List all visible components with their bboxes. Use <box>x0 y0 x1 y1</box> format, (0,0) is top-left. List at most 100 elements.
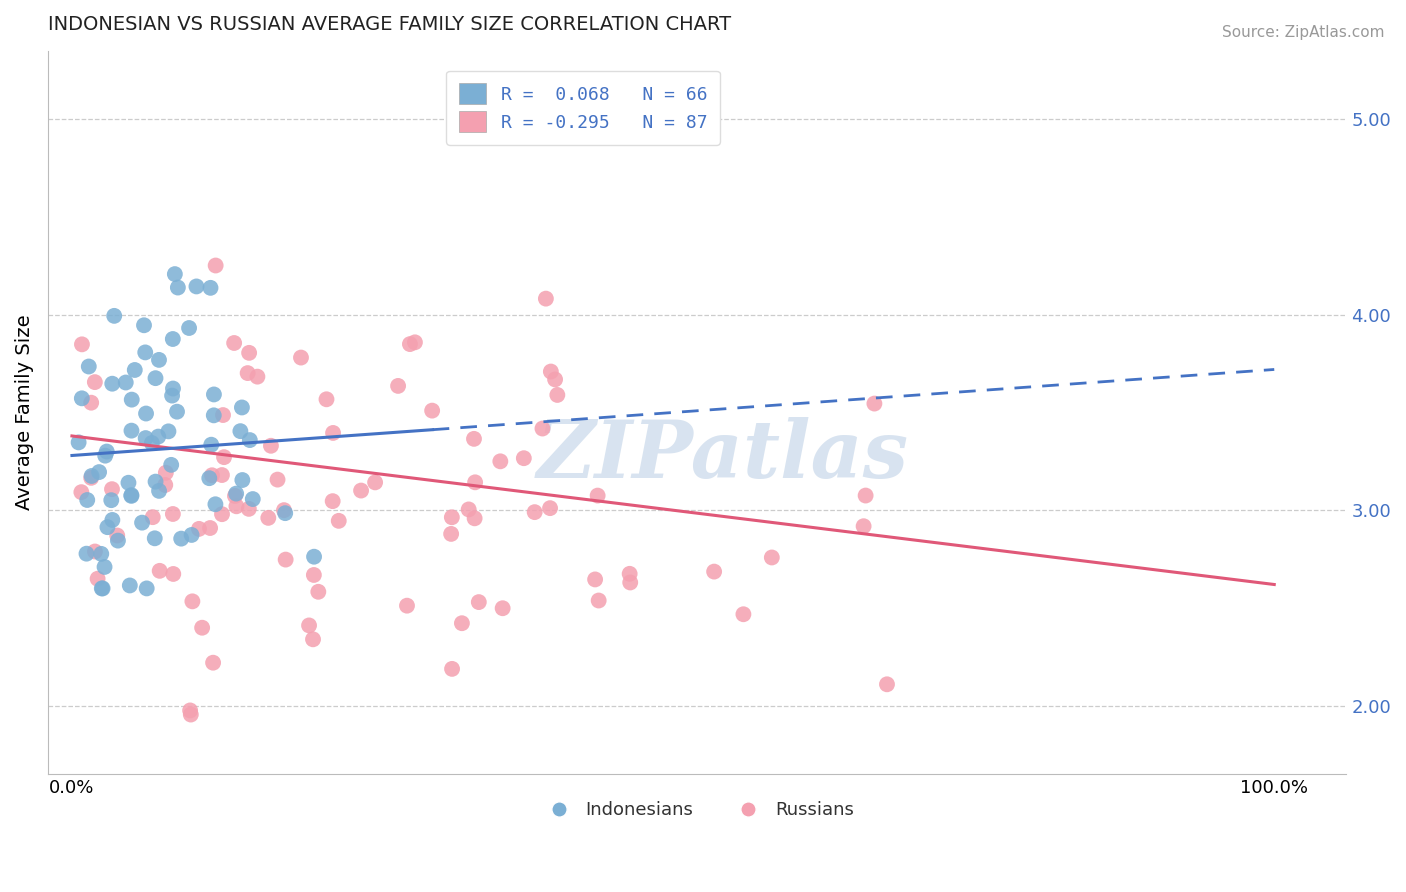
Point <box>441 662 464 676</box>
Point <box>186 279 208 293</box>
Point <box>242 491 264 506</box>
Point <box>583 573 606 587</box>
Point <box>523 505 546 519</box>
Point <box>180 528 202 542</box>
Point <box>204 497 226 511</box>
Point <box>855 489 877 503</box>
Point <box>328 514 350 528</box>
Point <box>83 375 105 389</box>
Point <box>160 458 183 472</box>
Point <box>145 371 167 385</box>
Point <box>191 621 214 635</box>
Point <box>103 309 125 323</box>
Point <box>876 677 898 691</box>
Point <box>387 379 409 393</box>
Point <box>238 346 260 360</box>
Point <box>198 521 221 535</box>
Point <box>212 408 235 422</box>
Point <box>464 511 486 525</box>
Point <box>468 595 491 609</box>
Point <box>100 493 122 508</box>
Point <box>155 478 177 492</box>
Point <box>302 568 325 582</box>
Point <box>224 336 246 351</box>
Point <box>90 582 112 596</box>
Point <box>121 392 143 407</box>
Point <box>145 475 167 489</box>
Point <box>229 424 252 438</box>
Point <box>76 493 98 508</box>
Point <box>302 549 325 564</box>
Point <box>94 449 117 463</box>
Point <box>239 433 262 447</box>
Point <box>135 431 157 445</box>
Point <box>212 450 235 465</box>
Point <box>457 502 479 516</box>
Point <box>101 376 124 391</box>
Point <box>132 318 155 333</box>
Point <box>211 507 233 521</box>
Point <box>703 565 725 579</box>
Point <box>513 451 536 466</box>
Point <box>586 489 609 503</box>
Point <box>364 475 387 490</box>
Point <box>200 281 222 295</box>
Point <box>141 436 163 450</box>
Y-axis label: Average Family Size: Average Family Size <box>15 315 34 510</box>
Point <box>107 533 129 548</box>
Point <box>70 485 93 500</box>
Point <box>87 465 110 479</box>
Point <box>266 473 288 487</box>
Point <box>440 510 463 524</box>
Point <box>464 475 486 490</box>
Point <box>91 582 114 596</box>
Point <box>142 510 165 524</box>
Point <box>77 359 100 374</box>
Point <box>84 544 107 558</box>
Point <box>90 547 112 561</box>
Point <box>80 471 103 485</box>
Point <box>322 425 344 440</box>
Point <box>76 547 98 561</box>
Point <box>170 532 193 546</box>
Point <box>315 392 337 407</box>
Point <box>148 429 170 443</box>
Point <box>148 352 170 367</box>
Point <box>96 520 118 534</box>
Point <box>231 473 253 487</box>
Point <box>852 519 875 533</box>
Point <box>540 365 562 379</box>
Point <box>143 531 166 545</box>
Point <box>238 501 260 516</box>
Point <box>302 632 325 647</box>
Point <box>204 259 226 273</box>
Point <box>404 335 426 350</box>
Point <box>733 607 755 622</box>
Point <box>117 475 139 490</box>
Point <box>134 345 156 359</box>
Point <box>67 435 90 450</box>
Text: INDONESIAN VS RUSSIAN AVERAGE FAMILY SIZE CORRELATION CHART: INDONESIAN VS RUSSIAN AVERAGE FAMILY SIZ… <box>48 15 731 34</box>
Point <box>298 618 321 632</box>
Point <box>167 280 190 294</box>
Point <box>180 707 202 722</box>
Point <box>224 489 246 503</box>
Point <box>544 372 567 386</box>
Point <box>863 396 886 410</box>
Point <box>105 528 128 542</box>
Point <box>155 466 177 480</box>
Legend: Indonesians, Russians: Indonesians, Russians <box>533 794 860 827</box>
Point <box>200 438 222 452</box>
Point <box>198 471 221 485</box>
Point <box>162 507 184 521</box>
Point <box>420 403 443 417</box>
Point <box>179 703 201 717</box>
Point <box>131 516 153 530</box>
Point <box>166 405 188 419</box>
Point <box>101 513 124 527</box>
Point <box>231 401 253 415</box>
Point <box>246 369 269 384</box>
Point <box>160 388 183 402</box>
Point <box>93 560 115 574</box>
Point <box>86 572 108 586</box>
